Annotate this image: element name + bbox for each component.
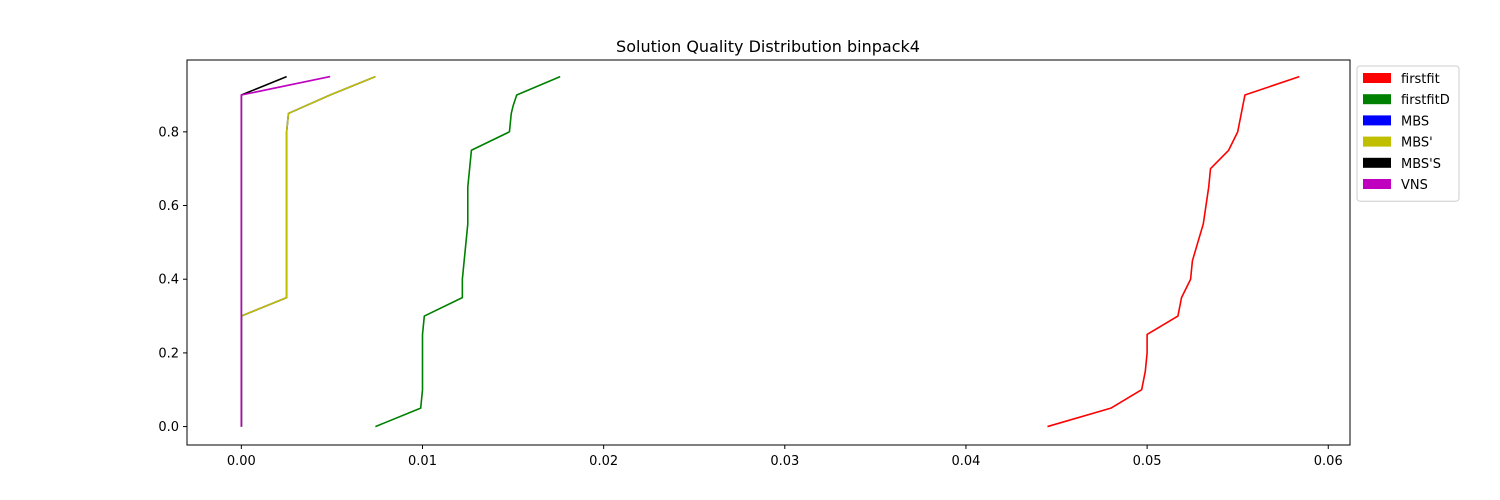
series-line-mbs-s (240, 75, 287, 427)
series-line-firstfit (1047, 75, 1300, 428)
legend-swatch (1363, 115, 1391, 126)
chart-title: Solution Quality Distribution binpack4 (616, 37, 920, 56)
x-tick-label: 0.01 (408, 454, 437, 469)
x-tick-label: 0.02 (589, 454, 618, 469)
series-line-vns (240, 75, 331, 427)
legend-swatch (1363, 94, 1391, 105)
legend-label: MBS' (1401, 136, 1433, 151)
x-tick-label: 0.05 (1133, 454, 1162, 469)
legend: firstfit firstfitD MBS MBS' MBS'S VNS (1356, 65, 1460, 202)
y-tick-label: 0.0 (158, 420, 179, 435)
legend-label: MBS (1401, 114, 1429, 129)
x-tick-label: 0.06 (1314, 454, 1343, 469)
y-tick-label: 0.8 (158, 125, 179, 140)
y-tick-label: 0.2 (158, 346, 179, 361)
y-tick-label: 0.6 (158, 199, 179, 214)
x-tick-label: 0.04 (951, 454, 980, 469)
axes-frame (186, 59, 1351, 446)
legend-label: VNS (1401, 178, 1428, 193)
series-line-mbs (240, 75, 376, 427)
axes: 0.00 0.01 0.02 0.03 0.04 0.05 0.06 0.0 0.2 0.4 0.6… (158, 59, 1351, 469)
x-tick-label: 0.03 (770, 454, 799, 469)
legend-swatch (1363, 157, 1391, 168)
legend-swatch (1363, 73, 1391, 83)
x-tick-label: 0.00 (227, 454, 256, 469)
legend-label: MBS'S (1401, 157, 1441, 172)
series-line-mbs- (240, 75, 376, 427)
y-tick-label: 0.4 (158, 273, 179, 288)
series-line-firstfitd (375, 75, 561, 428)
legend-label: firstfit (1401, 72, 1440, 87)
legend-label: firstfitD (1401, 93, 1450, 108)
legend-swatch (1363, 136, 1391, 147)
legend-swatch (1363, 179, 1391, 189)
plot-area (240, 75, 1300, 428)
